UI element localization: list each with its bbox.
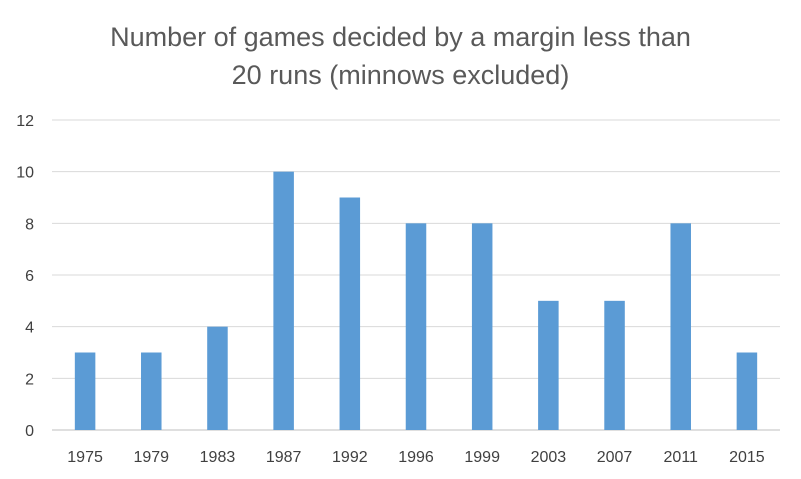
x-tick-label: 1975 — [67, 449, 103, 466]
bar — [207, 326, 228, 430]
bar — [736, 352, 758, 430]
x-tick-label: 1996 — [398, 449, 434, 466]
x-tick-label: 2003 — [531, 449, 567, 466]
chart-title: Number of games decided by a margin less… — [0, 18, 801, 94]
y-tick-label: 8 — [25, 216, 34, 233]
chart-title-line-2: 20 runs (minnows excluded) — [231, 60, 570, 90]
bar — [273, 171, 294, 430]
y-tick-label: 4 — [25, 320, 34, 337]
bar — [141, 352, 162, 430]
y-tick-label: 0 — [25, 423, 34, 440]
y-tick-label: 2 — [25, 371, 34, 388]
bar — [538, 300, 559, 430]
bar — [405, 223, 427, 430]
x-tick-label: 2011 — [664, 449, 699, 466]
x-tick-label: 1987 — [266, 449, 302, 466]
x-tick-label: 2007 — [597, 449, 633, 466]
bar — [471, 223, 493, 430]
y-tick-label: 10 — [16, 165, 34, 182]
y-tick-label: 12 — [16, 113, 34, 130]
bar — [74, 352, 96, 430]
bars — [74, 171, 758, 430]
bar — [339, 197, 361, 430]
x-axis: 1975 1979 1983 1987 1992 1996 1999 2003 2007 2011… — [67, 449, 765, 466]
x-tick-label: 2015 — [729, 449, 765, 466]
x-tick-label: 1999 — [464, 449, 500, 466]
x-tick-label: 1983 — [200, 449, 236, 466]
y-axis: 0 2 4 6 8 10 12 — [16, 113, 34, 440]
chart-title-line-1: Number of games decided by a margin less… — [110, 22, 691, 52]
bar — [604, 300, 625, 430]
x-tick-label: 1979 — [133, 449, 169, 466]
x-tick-label: 1992 — [332, 449, 368, 466]
y-tick-label: 6 — [25, 268, 34, 285]
bar — [670, 223, 691, 430]
